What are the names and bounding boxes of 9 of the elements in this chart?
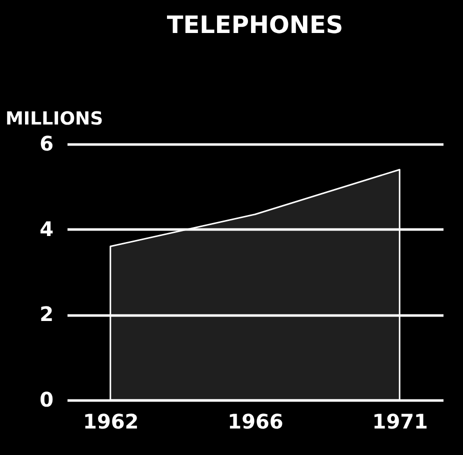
y-tick-label: 0 <box>40 388 54 412</box>
y-tick-label: 4 <box>40 216 54 241</box>
chart-title: TELEPHONES <box>166 11 344 39</box>
y-tick-label: 6 <box>40 132 54 156</box>
x-tick-label: 1971 <box>372 410 428 434</box>
y-axis-title: MILLIONS <box>6 108 104 130</box>
y-tick-label: 2 <box>40 302 54 326</box>
x-tick-label: 1962 <box>83 410 139 434</box>
x-tick-label: 1966 <box>228 410 284 434</box>
